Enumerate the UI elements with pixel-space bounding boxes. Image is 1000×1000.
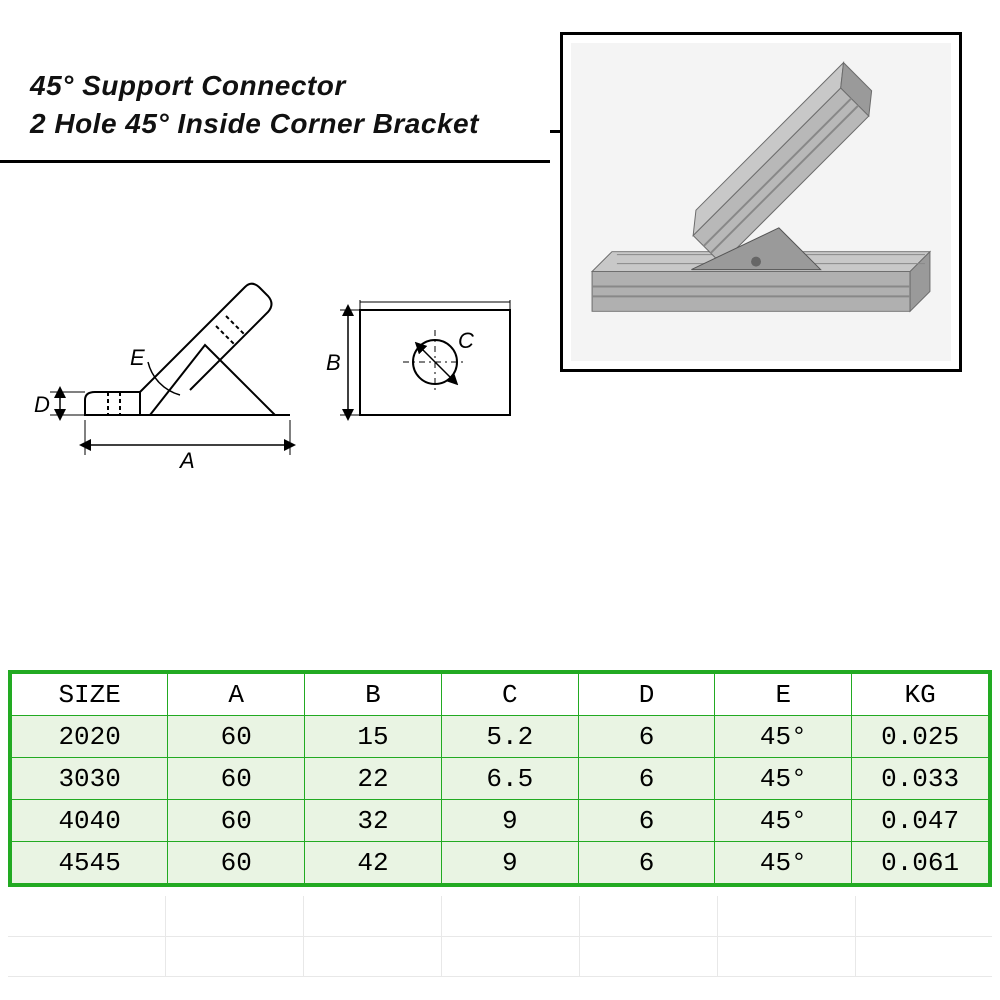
cell: 5.2 <box>441 716 578 758</box>
col-d: D <box>578 674 715 716</box>
cell: 60 <box>168 842 305 884</box>
product-photo-frame <box>560 32 962 372</box>
cell: 9 <box>441 842 578 884</box>
cell: 0.047 <box>852 800 989 842</box>
cell: 9 <box>441 800 578 842</box>
cell: 3030 <box>12 758 168 800</box>
technical-diagram: E D A C <box>30 230 550 500</box>
product-photo-svg <box>571 43 951 361</box>
table-row: 2020 60 15 5.2 6 45° 0.025 <box>12 716 989 758</box>
dim-label-e: E <box>130 345 145 370</box>
cell: 6 <box>578 842 715 884</box>
spec-table: SIZE A B C D E KG 2020 60 15 5.2 6 45° <box>11 673 989 884</box>
product-photo <box>571 43 951 361</box>
dim-label-b: B <box>326 350 341 375</box>
cell: 4545 <box>12 842 168 884</box>
spec-table-wrap: SIZE A B C D E KG 2020 60 15 5.2 6 45° <box>8 670 992 887</box>
cell: 6.5 <box>441 758 578 800</box>
cell: 32 <box>305 800 442 842</box>
cell: 0.033 <box>852 758 989 800</box>
cell: 4040 <box>12 800 168 842</box>
title-underline <box>0 160 550 163</box>
cell: 45° <box>715 842 852 884</box>
faint-grid <box>8 896 992 976</box>
cell: 6 <box>578 716 715 758</box>
col-b: B <box>305 674 442 716</box>
cell: 22 <box>305 758 442 800</box>
cell: 0.025 <box>852 716 989 758</box>
cell: 0.061 <box>852 842 989 884</box>
technical-diagram-svg: E D A C <box>30 230 550 500</box>
cell: 6 <box>578 800 715 842</box>
table-row: 4040 60 32 9 6 45° 0.047 <box>12 800 989 842</box>
col-kg: KG <box>852 674 989 716</box>
table-row: 4545 60 42 9 6 45° 0.061 <box>12 842 989 884</box>
page: 45° Support Connector 2 Hole 45° Inside … <box>0 0 1000 1000</box>
dim-label-d: D <box>34 392 50 417</box>
cell: 15 <box>305 716 442 758</box>
cell: 45° <box>715 800 852 842</box>
cell: 60 <box>168 716 305 758</box>
cell: 42 <box>305 842 442 884</box>
col-c: C <box>441 674 578 716</box>
spec-table-body: 2020 60 15 5.2 6 45° 0.025 3030 60 22 6.… <box>12 716 989 884</box>
dim-label-a: A <box>178 448 195 473</box>
cell: 60 <box>168 800 305 842</box>
table-row: 3030 60 22 6.5 6 45° 0.033 <box>12 758 989 800</box>
title-line-2: 2 Hole 45° Inside Corner Bracket <box>30 108 479 140</box>
cell: 45° <box>715 758 852 800</box>
col-e: E <box>715 674 852 716</box>
cell: 60 <box>168 758 305 800</box>
dim-label-c: C <box>458 328 474 353</box>
cell: 2020 <box>12 716 168 758</box>
connector-line <box>550 130 560 133</box>
table-header-row: SIZE A B C D E KG <box>12 674 989 716</box>
col-size: SIZE <box>12 674 168 716</box>
col-a: A <box>168 674 305 716</box>
title-block: 45° Support Connector 2 Hole 45° Inside … <box>30 70 479 140</box>
cell: 6 <box>578 758 715 800</box>
cell: 45° <box>715 716 852 758</box>
title-line-1: 45° Support Connector <box>30 70 479 102</box>
